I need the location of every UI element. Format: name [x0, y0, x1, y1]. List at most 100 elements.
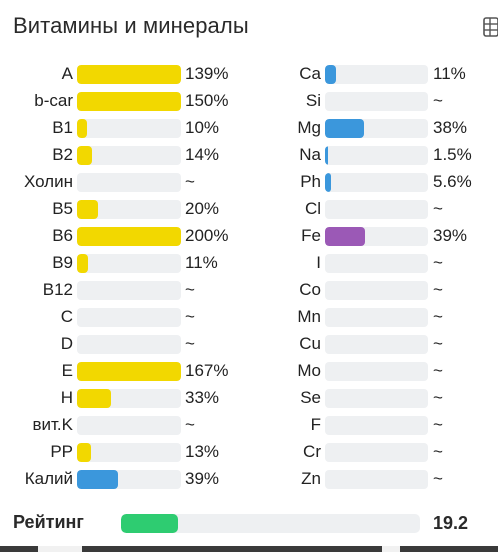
nutrient-bar [77, 389, 181, 408]
nutrient-row: H 33% [0, 386, 258, 413]
nutrient-bar [325, 173, 428, 192]
nutrient-name: H [60, 388, 73, 407]
nutrient-percent: ~ [185, 334, 195, 353]
nutrient-row: вит.K ~ [0, 413, 258, 440]
nutrient-row: A 139% [0, 62, 258, 89]
nutrient-row: Cl ~ [240, 197, 498, 224]
nutrient-percent: 38% [433, 118, 468, 137]
minerals-column: Ca 11% Si ~ Mg 38% Na 1.5% Ph 5.6% Cl ~ Fe 39% I ~ Co ~ Mn… [240, 62, 498, 494]
nutrient-name: b-car [34, 91, 73, 110]
nutrient-bar [77, 335, 181, 354]
nutrient-row: Co ~ [240, 278, 498, 305]
nutrient-percent: ~ [185, 307, 195, 326]
nutrient-bar [325, 227, 428, 246]
nutrient-percent: 14% [185, 145, 220, 164]
nutrient-row: I ~ [240, 251, 498, 278]
nutrient-bar [325, 443, 428, 462]
nutrient-row: Mn ~ [240, 305, 498, 332]
nutrient-row: Cu ~ [240, 332, 498, 359]
nutrient-row: Si ~ [240, 89, 498, 116]
nutrient-name: I [316, 253, 321, 272]
nutrient-row: E 167% [0, 359, 258, 386]
nutrient-percent: ~ [433, 361, 443, 380]
nutrient-name: B1 [52, 118, 73, 137]
nutrient-name: B5 [52, 199, 73, 218]
nutrient-name: Ca [299, 64, 321, 83]
nutrient-percent: 200% [185, 226, 229, 245]
nutrient-name: C [60, 307, 73, 326]
nutrient-percent: 13% [185, 442, 220, 461]
nutrient-bar [325, 254, 428, 273]
nutrient-bar [77, 416, 181, 435]
table-icon[interactable] [483, 17, 498, 37]
nutrient-name: B6 [52, 226, 73, 245]
nutrient-bar [77, 227, 181, 246]
nutrient-bar [77, 200, 181, 219]
nutrient-name: Cl [304, 199, 321, 218]
nutrient-percent: 33% [185, 388, 220, 407]
nutrient-bar [325, 416, 428, 435]
nutrient-name: B2 [52, 145, 73, 164]
nutrient-bar-fill [77, 92, 181, 111]
nutrient-name: F [310, 415, 321, 434]
nutrient-bar-fill [325, 227, 366, 246]
nutrient-percent: 10% [185, 118, 220, 137]
section-title: Витамины и минералы [13, 13, 249, 38]
nutrient-name: Калий [24, 469, 73, 488]
nutrient-name: Zn [301, 469, 321, 488]
nutrient-bar-fill [325, 146, 328, 165]
nutrient-row: B5 20% [0, 197, 258, 224]
nutrient-bar-fill [325, 173, 331, 192]
vitamins-column: A 139% b-car 150% B1 10% B2 14% Холин ~ B5 20% B6 200… [0, 62, 258, 494]
nutrient-bar [325, 362, 428, 381]
nutrient-bar [77, 254, 181, 273]
nutrient-name: E [61, 361, 73, 380]
nutrient-bar-fill [77, 389, 112, 408]
nutrient-row: Ph 5.6% [240, 170, 498, 197]
nutrient-bar [77, 146, 181, 165]
nutrient-bar-fill [77, 470, 118, 489]
nutrient-name: B9 [52, 253, 73, 272]
nutrient-bar [77, 443, 181, 462]
nutrient-row: Ca 11% [240, 62, 498, 89]
nutrient-name: PP [50, 442, 73, 461]
nutrient-percent: 11% [185, 253, 218, 272]
nutrient-percent: 167% [185, 361, 229, 380]
nutrient-bar [77, 470, 181, 489]
nutrient-row: B1 10% [0, 116, 258, 143]
nutrient-percent: ~ [433, 253, 443, 272]
nutrient-percent: 39% [433, 226, 468, 245]
nutrient-bar [325, 470, 428, 489]
nutrient-bar-fill [77, 65, 181, 84]
nutrient-bar [325, 65, 428, 84]
nutrient-row: Калий 39% [0, 467, 258, 494]
rating-bar-fill [121, 514, 179, 533]
nutrient-row: B2 14% [0, 143, 258, 170]
nutrient-name: Ph [300, 172, 321, 191]
nutrient-name: Mg [297, 118, 321, 137]
nutrient-bar-fill [325, 65, 337, 84]
nutrient-row: Zn ~ [240, 467, 498, 494]
nutrient-bar-fill [77, 362, 181, 381]
nutrient-percent: 20% [185, 199, 220, 218]
nutrient-percent: ~ [433, 415, 443, 434]
scroll-strip [0, 546, 498, 552]
nutrient-percent: 11% [433, 64, 466, 83]
nutrient-percent: 139% [185, 64, 229, 83]
nutrient-percent: ~ [433, 442, 443, 461]
nutrient-bar [77, 362, 181, 381]
nutrient-name: Cu [299, 334, 321, 353]
nutrient-bar [325, 335, 428, 354]
nutrient-percent: ~ [185, 415, 195, 434]
nutrient-bar-fill [77, 119, 88, 138]
nutrient-row: Холин ~ [0, 170, 258, 197]
nutrient-name: вит.K [32, 415, 74, 434]
nutrient-row: B6 200% [0, 224, 258, 251]
nutrient-bar [77, 173, 181, 192]
nutrient-row: B9 11% [0, 251, 258, 278]
rating-value: 19.2 [433, 513, 469, 533]
nutrient-percent: ~ [185, 172, 195, 191]
nutrient-row: Se ~ [240, 386, 498, 413]
nutrient-row: B12 ~ [0, 278, 258, 305]
nutrient-bar-fill [325, 119, 365, 138]
